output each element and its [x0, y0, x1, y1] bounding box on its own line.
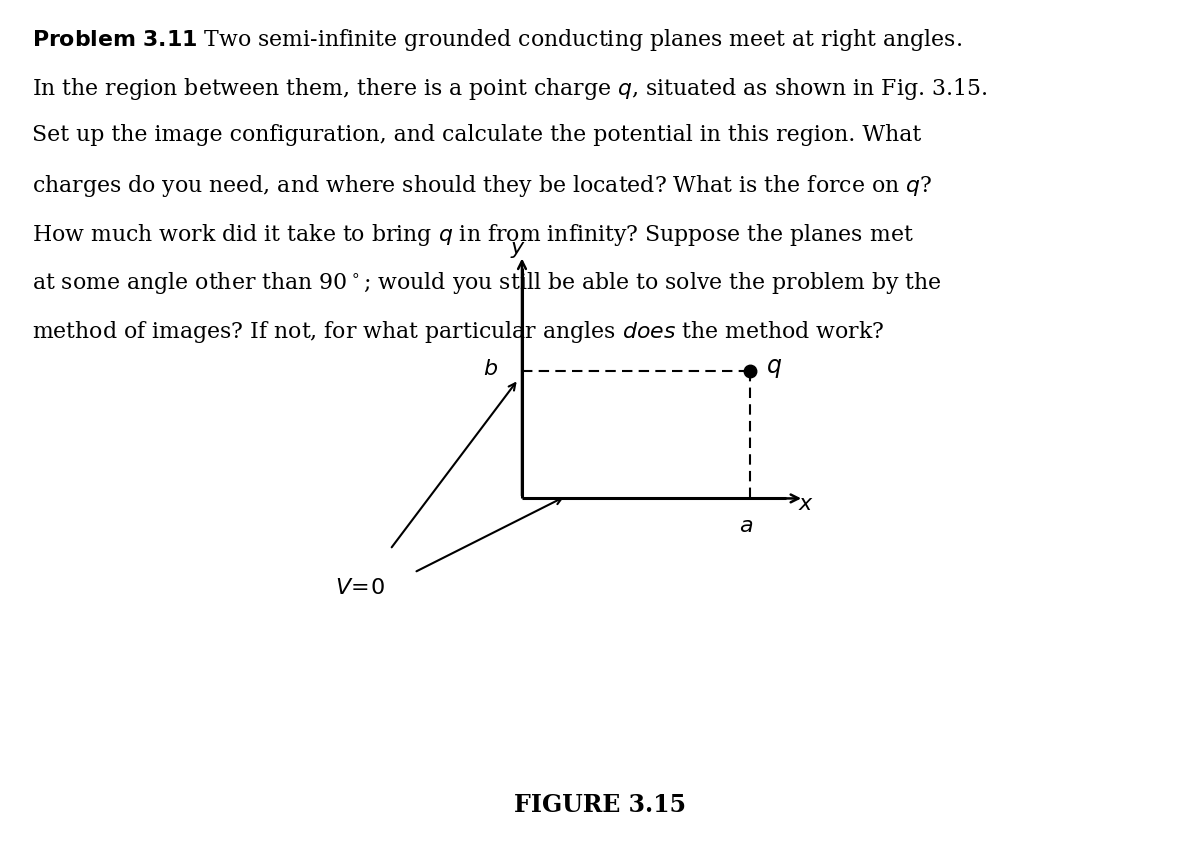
Text: $q$: $q$ [766, 357, 781, 379]
Text: How much work did it take to bring $q$ in from infinity? Suppose the planes met: How much work did it take to bring $q$ i… [32, 222, 914, 248]
Text: $x$: $x$ [798, 493, 814, 515]
Text: $b$: $b$ [482, 358, 498, 380]
Text: charges do you need, and where should they be located? What is the force on $q$?: charges do you need, and where should th… [32, 173, 932, 199]
Text: at some angle other than 90$^\circ$; would you still be able to solve the proble: at some angle other than 90$^\circ$; wou… [32, 270, 942, 296]
Text: $\mathbf{Problem\ 3.11}$ Two semi-infinite grounded conducting planes meet at ri: $\mathbf{Problem\ 3.11}$ Two semi-infini… [32, 27, 962, 54]
Text: $y$: $y$ [510, 238, 527, 260]
Text: FIGURE 3.15: FIGURE 3.15 [514, 793, 686, 817]
Text: $a$: $a$ [739, 515, 754, 538]
Text: In the region between them, there is a point charge $q$, situated as shown in Fi: In the region between them, there is a p… [32, 76, 988, 102]
Text: $V\!=\!0$: $V\!=\!0$ [335, 577, 385, 599]
Text: Set up the image configuration, and calculate the potential in this region. What: Set up the image configuration, and calc… [32, 124, 922, 147]
Text: method of images? If not, for what particular angles $\mathit{does}$ the method : method of images? If not, for what parti… [32, 319, 884, 345]
